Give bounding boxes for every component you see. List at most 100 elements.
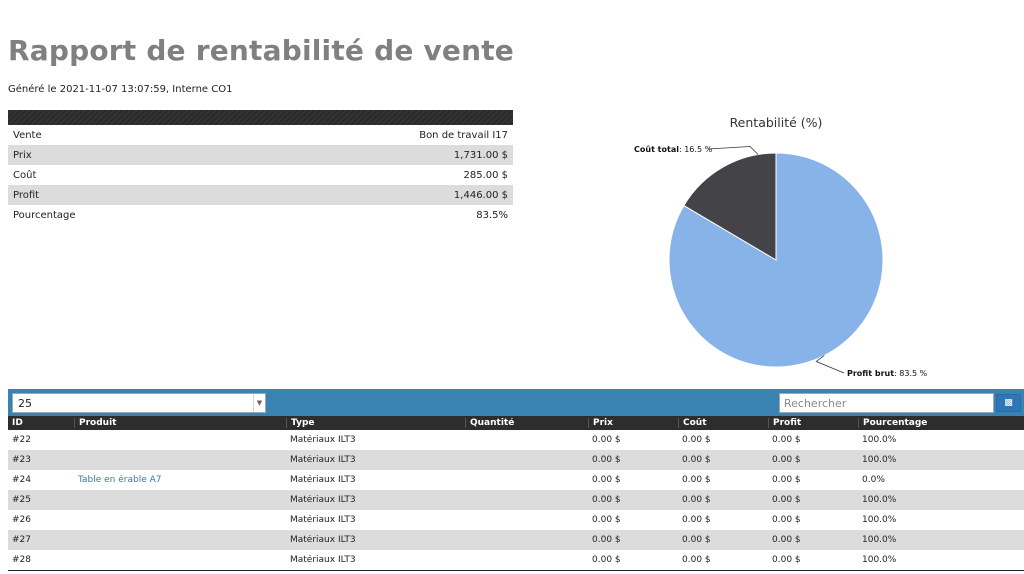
page-size-value: 25 [18, 397, 32, 410]
cell-prix: 0.00 $ [592, 535, 621, 545]
table-row[interactable]: #28 Matériaux ILT3 0.00 $ 0.00 $ 0.00 $ 100.0… [8, 550, 1024, 570]
cell-profit: 0.00 $ [772, 475, 801, 485]
cell-produit[interactable]: Table en érable A7 [78, 475, 162, 485]
cell-cout: 0.00 $ [682, 455, 711, 465]
cell-prix: 0.00 $ [592, 515, 621, 525]
table-header: ID Produit Type Quantité Prix Coût Profi… [8, 416, 1024, 430]
summary-table: Vente Bon de travail I17 Prix 1,731.00 $… [8, 110, 513, 225]
profitability-pie-chart: Rentabilité (%) Profit brut: 83.5 % Coût… [600, 108, 1024, 388]
generated-timestamp: Généré le 2021-11-07 13:07:59, Interne C… [8, 84, 233, 95]
items-table: ID Produit Type Quantité Prix Coût Profi… [8, 416, 1024, 571]
export-button[interactable]: ▩ [996, 394, 1021, 412]
pie-slice-cout-total[interactable] [683, 152, 777, 261]
summary-label: Vente [13, 129, 42, 141]
cell-type: Matériaux ILT3 [290, 555, 356, 565]
summary-value: 285.00 $ [463, 169, 508, 181]
cell-type: Matériaux ILT3 [290, 495, 356, 505]
cell-prix: 0.00 $ [592, 455, 621, 465]
summary-row-profit: Profit 1,446.00 $ [8, 185, 513, 205]
search-input[interactable] [779, 393, 994, 413]
cell-id: #26 [12, 515, 31, 525]
table-row[interactable]: #22 Matériaux ILT3 0.00 $ 0.00 $ 0.00 $ 100.0… [8, 430, 1024, 450]
cell-profit: 0.00 $ [772, 455, 801, 465]
data-label-value: 83.5 % [899, 369, 927, 378]
cell-profit: 0.00 $ [772, 535, 801, 545]
cell-cout: 0.00 $ [682, 495, 711, 505]
summary-row-vente: Vente Bon de travail I17 [8, 125, 513, 145]
column-header-id[interactable]: ID [12, 418, 23, 428]
cell-id: #27 [12, 535, 31, 545]
table-toolbar: 25 ▼ ▩ [8, 389, 1024, 416]
column-header-type[interactable]: Type [286, 418, 465, 428]
cell-profit: 0.00 $ [772, 495, 801, 505]
data-label-name: Coût total [634, 145, 679, 154]
summary-row-cout: Coût 285.00 $ [8, 165, 513, 185]
cell-id: #25 [12, 495, 31, 505]
column-header-pourcentage[interactable]: Pourcentage [858, 418, 1024, 428]
table-row[interactable]: #26 Matériaux ILT3 0.00 $ 0.00 $ 0.00 $ 100.0… [8, 510, 1024, 530]
data-label-name: Profit brut [847, 369, 894, 378]
chart-title: Rentabilité (%) [730, 115, 823, 130]
summary-label: Coût [13, 169, 37, 181]
cell-type: Matériaux ILT3 [290, 435, 356, 445]
cell-prix: 0.00 $ [592, 555, 621, 565]
data-label-sep: : [679, 145, 684, 154]
leader-line-cout-total [707, 146, 759, 155]
page-size-select[interactable]: 25 ▼ [12, 393, 266, 413]
cell-pct: 100.0% [862, 495, 897, 505]
cell-type: Matériaux ILT3 [290, 535, 356, 545]
cell-id: #28 [12, 555, 31, 565]
summary-value: 1,731.00 $ [453, 149, 508, 161]
cell-pct: 100.0% [862, 535, 897, 545]
cell-cout: 0.00 $ [682, 515, 711, 525]
pie-svg: Rentabilité (%) Profit brut: 83.5 % Coût… [634, 115, 928, 378]
cell-prix: 0.00 $ [592, 475, 621, 485]
cell-type: Matériaux ILT3 [290, 455, 356, 465]
data-label-profit-brut: Profit brut: 83.5 % [847, 369, 928, 378]
cell-pct: 0.0% [862, 475, 885, 485]
cell-prix: 0.00 $ [592, 495, 621, 505]
cell-profit: 0.00 $ [772, 555, 801, 565]
cell-id: #24 [12, 475, 31, 485]
table-row[interactable]: #25 Matériaux ILT3 0.00 $ 0.00 $ 0.00 $ 100.0… [8, 490, 1024, 510]
table-body: #22 Matériaux ILT3 0.00 $ 0.00 $ 0.00 $ 100.0… [8, 430, 1024, 570]
cell-type: Matériaux ILT3 [290, 475, 356, 485]
cell-pct: 100.0% [862, 455, 897, 465]
cell-pct: 100.0% [862, 555, 897, 565]
table-row[interactable]: #23 Matériaux ILT3 0.00 $ 0.00 $ 0.00 $ 100.0… [8, 450, 1024, 470]
cell-id: #23 [12, 455, 31, 465]
summary-row-prix: Prix 1,731.00 $ [8, 145, 513, 165]
summary-value: Bon de travail I17 [419, 129, 508, 141]
cell-cout: 0.00 $ [682, 475, 711, 485]
data-label-value: 16.5 % [684, 145, 712, 154]
summary-header [8, 110, 513, 125]
cell-pct: 100.0% [862, 515, 897, 525]
cell-profit: 0.00 $ [772, 515, 801, 525]
data-label-cout-total: Coût total: 16.5 % [634, 145, 713, 154]
column-header-prix[interactable]: Prix [588, 418, 678, 428]
cell-prix: 0.00 $ [592, 435, 621, 445]
data-label-sep: : [894, 369, 899, 378]
summary-label: Profit [13, 189, 40, 201]
summary-label: Prix [13, 149, 32, 161]
column-header-cout[interactable]: Coût [678, 418, 768, 428]
leader-line-profit-brut [815, 355, 845, 374]
column-header-quantite[interactable]: Quantité [465, 418, 588, 428]
cell-cout: 0.00 $ [682, 535, 711, 545]
cell-id: #22 [12, 435, 31, 445]
chevron-down-icon[interactable]: ▼ [253, 394, 265, 412]
cell-cout: 0.00 $ [682, 435, 711, 445]
table-row[interactable]: #27 Matériaux ILT3 0.00 $ 0.00 $ 0.00 $ 100.0… [8, 530, 1024, 550]
column-header-profit[interactable]: Profit [768, 418, 858, 428]
cell-profit: 0.00 $ [772, 435, 801, 445]
summary-label: Pourcentage [13, 209, 76, 221]
summary-value: 83.5% [476, 209, 508, 221]
cell-type: Matériaux ILT3 [290, 515, 356, 525]
page-title: Rapport de rentabilité de vente [8, 34, 515, 67]
table-row[interactable]: #24 Table en érable A7 Matériaux ILT3 0.00 … [8, 470, 1024, 490]
cell-cout: 0.00 $ [682, 555, 711, 565]
summary-row-pourcentage: Pourcentage 83.5% [8, 205, 513, 225]
summary-value: 1,446.00 $ [453, 189, 508, 201]
column-header-produit[interactable]: Produit [74, 418, 286, 428]
document-icon: ▩ [1004, 398, 1013, 408]
